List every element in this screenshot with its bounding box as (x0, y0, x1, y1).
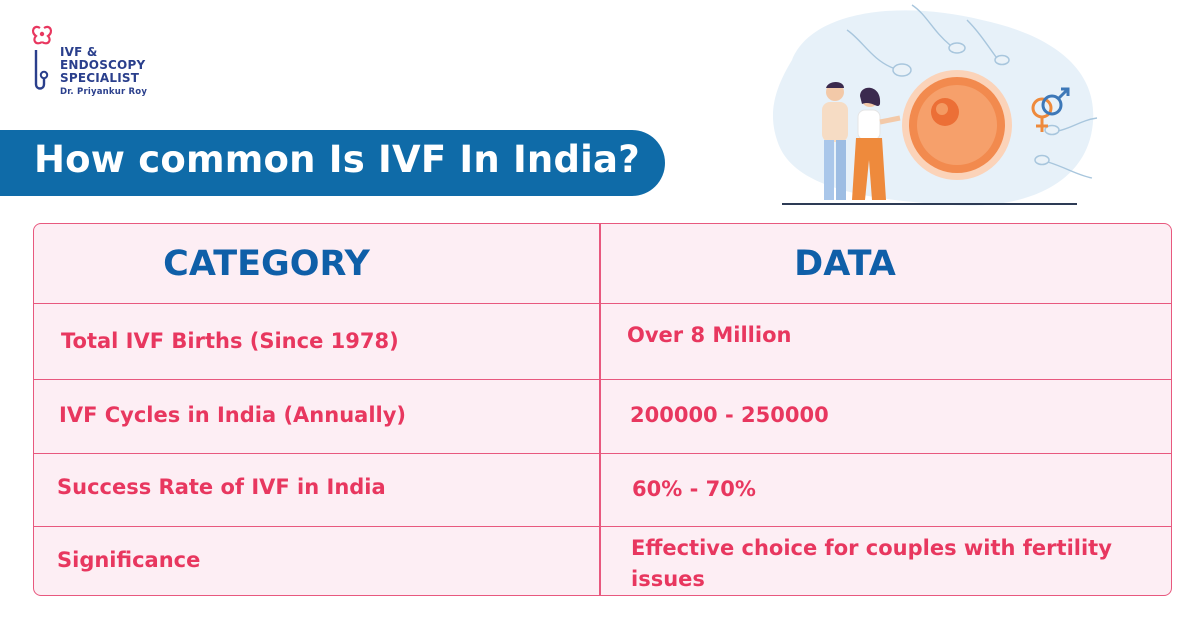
brand-logo: IVF & ENDOSCOPY SPECIALIST Dr. Priyankur… (30, 22, 160, 97)
table-row: Significance Effective choice for couple… (34, 527, 1171, 595)
row-category: Success Rate of IVF in India (57, 475, 386, 499)
logo-line-2: ENDOSCOPY (60, 58, 146, 72)
column-divider (599, 224, 601, 595)
row-data: 60% - 70% (632, 477, 756, 501)
table-row: Success Rate of IVF in India 60% - 70% (34, 454, 1171, 527)
ivf-data-table: CATEGORY DATA Total IVF Births (Since 19… (33, 223, 1172, 596)
couple-egg-sperm-illustration (772, 4, 1098, 206)
row-data: Effective choice for couples with fertil… (631, 536, 1112, 591)
header-data: DATA (794, 244, 896, 284)
row-data: Over 8 Million (627, 323, 792, 347)
table-row: IVF Cycles in India (Annually) 200000 - … (34, 380, 1171, 454)
table-header-row: CATEGORY DATA (34, 224, 1171, 304)
header-category: CATEGORY (163, 244, 370, 284)
row-category: Significance (57, 548, 201, 572)
title-banner (0, 130, 665, 196)
row-data: 200000 - 250000 (630, 403, 829, 427)
logo-line-1: IVF & (60, 45, 98, 59)
logo-doctor-name: Dr. Priyankur Roy (60, 87, 148, 97)
row-category: IVF Cycles in India (Annually) (59, 403, 407, 427)
row-category: Total IVF Births (Since 1978) (61, 329, 399, 353)
table-row: Total IVF Births (Since 1978) Over 8 Mil… (34, 304, 1171, 380)
logo-line-3: SPECIALIST (60, 71, 140, 85)
page-title: How common Is IVF In India? (34, 138, 640, 181)
uterus-stethoscope-logo-icon (31, 25, 53, 90)
